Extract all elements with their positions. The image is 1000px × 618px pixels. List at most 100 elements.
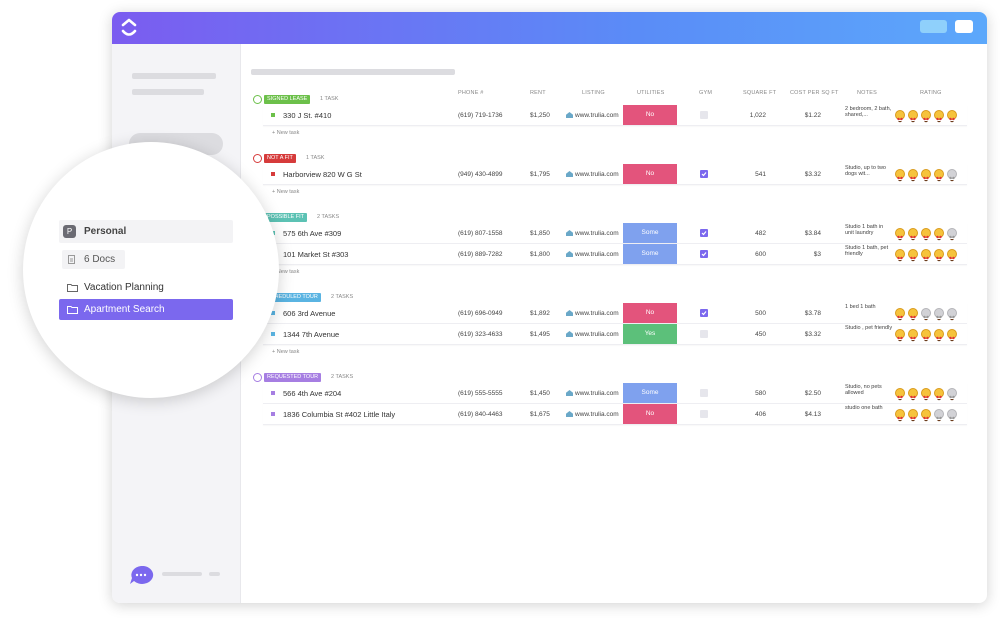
listing-icon <box>566 331 573 337</box>
rating-face <box>895 308 905 321</box>
face-features <box>897 235 903 241</box>
rating-face <box>947 308 957 321</box>
top-button[interactable] <box>955 20 973 33</box>
rating-face <box>934 169 944 182</box>
listing: www.trulia.com <box>575 251 619 258</box>
rating-face <box>947 249 957 262</box>
notes: Studio, up to two dogs wit... <box>845 165 886 177</box>
group-toggle[interactable] <box>253 95 262 104</box>
face-features <box>897 315 903 321</box>
rating-face <box>921 228 931 241</box>
column-header: RENT <box>530 90 546 96</box>
docs-chip[interactable]: 6 Docs <box>62 250 125 269</box>
task-name: 606 3rd Avenue <box>283 309 336 318</box>
column-header: LISTING <box>582 90 605 96</box>
task-row[interactable]: 101 Market St #303 (619) 889-7282 $1,800 ww… <box>263 244 967 265</box>
face-features <box>910 176 916 182</box>
rating-face <box>934 249 944 262</box>
task-row[interactable]: 330 J St. #410 (619) 719-1736 $1,250 www.tr… <box>263 105 967 126</box>
notes: Studio 1 bath, pet friendly <box>845 245 889 257</box>
cost-per-sqft: $2.50 <box>804 390 821 397</box>
docs-label: 6 Docs <box>84 254 116 265</box>
top-button[interactable] <box>920 20 947 33</box>
gym-checkbox[interactable] <box>700 111 708 119</box>
task-row[interactable]: 575 6th Ave #309 (619) 807-1558 $1,850 www.… <box>263 223 967 244</box>
logo <box>121 18 137 36</box>
chat-icon[interactable] <box>128 564 154 586</box>
rating-face <box>934 110 944 123</box>
gym-checkbox[interactable] <box>700 410 708 418</box>
rating-face <box>908 308 918 321</box>
face-features <box>897 416 903 422</box>
gym-checkbox[interactable] <box>700 330 708 338</box>
task-row[interactable]: 566 4th Ave #204 (619) 555-5555 $1,450 www.… <box>263 383 967 404</box>
face-features <box>923 315 929 321</box>
face-features <box>910 235 916 241</box>
rating-face <box>908 169 918 182</box>
face-features <box>949 336 955 342</box>
face-features <box>936 395 942 401</box>
folder-name[interactable]: Vacation Planning <box>84 282 164 293</box>
group-toggle[interactable] <box>253 154 262 163</box>
task-name: 101 Market St #303 <box>283 250 349 259</box>
face-features <box>910 256 916 262</box>
new-task[interactable]: + New task <box>272 269 300 275</box>
rating-face <box>908 388 918 401</box>
phone: (619) 555-5555 <box>458 390 503 397</box>
new-task[interactable]: + New task <box>272 189 300 195</box>
gym-checkbox[interactable] <box>700 170 708 178</box>
cost-per-sqft: $3.32 <box>804 331 821 338</box>
check <box>701 252 707 257</box>
status-dot <box>271 391 275 395</box>
task-row[interactable]: 1836 Columbia St #402 Little Italy (619) … <box>263 404 967 425</box>
sidebar-zoom: P Personal 6 Docs Vacation Planning Apar… <box>23 142 279 398</box>
task-row[interactable]: 606 3rd Avenue (619) 696-0949 $1,892 www.tr… <box>263 303 967 324</box>
workspace-row[interactable]: P Personal <box>59 220 233 243</box>
face-features <box>936 416 942 422</box>
listing-icon <box>566 230 573 236</box>
face-features <box>936 117 942 123</box>
utilities: No <box>623 164 677 184</box>
group-toggle[interactable] <box>253 373 262 382</box>
phone: (619) 323-4633 <box>458 331 503 338</box>
rent: $1,800 <box>530 251 550 258</box>
gym-checkbox[interactable] <box>700 389 708 397</box>
new-task[interactable]: + New task <box>272 130 300 136</box>
utilities: No <box>623 105 677 125</box>
face-features <box>897 117 903 123</box>
face-features <box>923 235 929 241</box>
task-row[interactable]: Harborview 820 W G St (949) 430-4899 $1,79… <box>263 164 967 185</box>
rating-face <box>947 329 957 342</box>
task-name: 1836 Columbia St #402 Little Italy <box>283 410 396 419</box>
face-features <box>923 117 929 123</box>
cost-per-sqft: $3.32 <box>804 171 821 178</box>
status-dot <box>271 332 275 336</box>
face-features <box>897 176 903 182</box>
status-badge: SCHEDULED TOUR <box>264 292 321 302</box>
new-task[interactable]: + New task <box>272 349 300 355</box>
listing: www.trulia.com <box>575 310 619 317</box>
task-name: 330 J St. #410 <box>283 111 332 120</box>
face-features <box>949 395 955 401</box>
rating-face <box>921 169 931 182</box>
phone: (619) 889-7282 <box>458 251 503 258</box>
gym-checkbox[interactable] <box>700 309 708 317</box>
face-features <box>923 416 929 422</box>
page-title-placeholder <box>251 69 455 75</box>
task-row[interactable]: 1344 7th Avenue (619) 323-4633 $1,495 www.t… <box>263 324 967 345</box>
folder-selected[interactable]: Apartment Search <box>59 299 233 320</box>
rating-face <box>895 110 905 123</box>
gym-checkbox[interactable] <box>700 250 708 258</box>
check <box>701 311 707 316</box>
rating-face <box>934 329 944 342</box>
listing: www.trulia.com <box>575 112 619 119</box>
task-name: Harborview 820 W G St <box>283 170 362 179</box>
face-features <box>897 395 903 401</box>
status-dot <box>271 172 275 176</box>
doc-icon <box>68 255 75 264</box>
face-features <box>910 336 916 342</box>
gym-checkbox[interactable] <box>700 229 708 237</box>
listing: www.trulia.com <box>575 171 619 178</box>
folder-name: Apartment Search <box>84 304 165 315</box>
utilities: No <box>623 404 677 424</box>
